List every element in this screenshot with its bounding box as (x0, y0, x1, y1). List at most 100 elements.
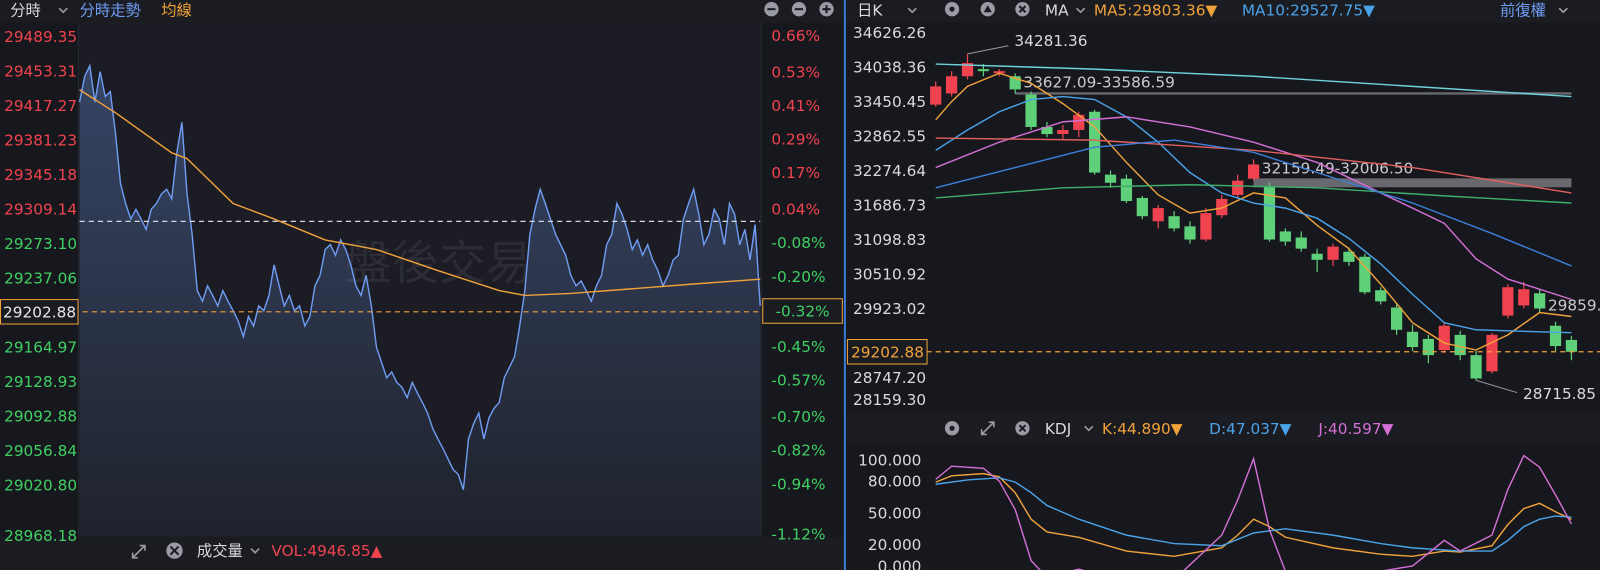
candle-body (1168, 216, 1180, 229)
last-price-label: 29202.88 (3, 303, 76, 321)
gap-band (1253, 178, 1572, 188)
period-select[interactable]: 日K (857, 2, 883, 20)
y-tick-label: 29381.23 (4, 132, 77, 150)
y-tick-label: 32274.64 (853, 162, 926, 180)
candle-body (1041, 126, 1053, 135)
alert-button[interactable] (980, 2, 995, 17)
panel-divider (843, 0, 846, 570)
series-line (78, 63, 761, 490)
candle-body (1518, 289, 1530, 306)
y-tick-label: 20.000 (868, 536, 922, 554)
candle-body (1327, 246, 1339, 260)
candle-body (945, 76, 958, 94)
y-tick-label: 29273.10 (4, 235, 77, 253)
candle-body (1120, 178, 1133, 201)
settings-button[interactable] (944, 421, 960, 436)
y-tick-label: 29164.97 (4, 339, 77, 357)
y-tick-label: 32862.55 (853, 128, 926, 146)
kdj-bar (845, 413, 1600, 443)
indicator-select[interactable]: MA (1045, 2, 1069, 20)
area-fill (79, 65, 761, 537)
y2-tick-label: -0.20% (771, 268, 825, 286)
min-label: 28715.85 (1523, 385, 1596, 403)
legend-entry: K:44.890▼ (1102, 420, 1183, 438)
y2-tick-label: -0.45% (771, 338, 825, 356)
candle-body (1152, 208, 1164, 222)
candle-body (1311, 253, 1323, 260)
legend-entry: MA10:29527.75▼ (1242, 2, 1375, 20)
y-tick-label: 29345.18 (4, 166, 77, 184)
candle-body (930, 86, 942, 105)
settings-button[interactable] (944, 2, 960, 17)
close-button[interactable] (166, 542, 183, 559)
legend-entry: D:47.037▼ (1209, 420, 1291, 438)
candle-body (1295, 237, 1307, 249)
dropdown-icon[interactable] (1558, 7, 1568, 14)
candle-body (1565, 339, 1578, 352)
gap-label: 29859.. (1548, 296, 1600, 314)
y2-tick-label: -0.94% (771, 475, 825, 493)
candle-body (1422, 338, 1435, 356)
y2-tick-label: -1.12% (771, 526, 825, 544)
dropdown-icon[interactable] (58, 7, 68, 14)
candle-body (1073, 114, 1085, 130)
expand-icon[interactable] (980, 421, 995, 436)
y2-tick-label: -0.57% (771, 372, 825, 390)
series-line (935, 95, 1572, 334)
y-tick-label: 50.000 (868, 504, 922, 522)
zoom-out-button[interactable] (791, 2, 807, 17)
volume-value: VOL:4946.85▲ (271, 542, 382, 560)
series-line (935, 63, 1572, 98)
period-select[interactable]: 分時 (10, 2, 41, 20)
candle-body (1136, 197, 1148, 217)
dropdown-icon[interactable] (907, 7, 917, 14)
volume-bar (0, 537, 844, 570)
toolbar (845, 0, 1600, 23)
y-tick-label: 29020.80 (4, 477, 77, 495)
candle-body (1009, 76, 1021, 90)
candle-body (1486, 334, 1498, 372)
legend-entry: J:40.597▼ (1317, 420, 1393, 438)
y2-tick-label: -0.82% (771, 442, 825, 460)
volume-title[interactable]: 成交量 (197, 542, 243, 560)
candle-body (961, 63, 974, 77)
last-change-box (762, 298, 843, 324)
adjust-select[interactable]: 前復權 (1500, 2, 1546, 20)
y-tick-label: 29923.02 (853, 300, 926, 318)
zoom-out-button[interactable] (764, 2, 779, 17)
y-tick-label: 28159.30 (853, 391, 926, 409)
candle-body (1406, 331, 1419, 348)
y-tick-label: 80.000 (868, 473, 922, 491)
legend-entry: 均線 (161, 2, 192, 20)
y2-tick-label: 0.17% (771, 164, 820, 182)
candle-body (1089, 111, 1101, 173)
candle-body (1359, 256, 1371, 293)
y-tick-label: 34626.26 (853, 24, 926, 42)
dropdown-icon[interactable] (1084, 425, 1094, 432)
candle-body (1502, 287, 1514, 316)
y-tick-label: 29309.14 (4, 201, 77, 219)
expand-icon[interactable] (131, 544, 146, 559)
watermark: 盤後交易 (345, 237, 533, 292)
min-leader (1475, 379, 1518, 394)
series-line (79, 89, 761, 297)
y-tick-label: 30510.92 (853, 266, 926, 284)
dropdown-icon[interactable] (1075, 7, 1086, 14)
candle-body (1343, 251, 1355, 262)
y2-tick-label: 0.41% (771, 97, 820, 115)
zoom-in-button[interactable] (819, 2, 834, 17)
last-price-label: 29202.88 (851, 343, 924, 361)
close-button[interactable] (1015, 421, 1030, 436)
indicator-select[interactable]: KDJ (1045, 420, 1071, 438)
legend-entry: 分時走勢 (80, 2, 141, 20)
last-price-box (0, 299, 79, 325)
legend-entry: MA5:29803.36▼ (1094, 2, 1218, 20)
y-tick-label: 29056.84 (4, 442, 77, 460)
dropdown-icon[interactable] (250, 548, 260, 554)
y-tick-label: 100.000 (858, 451, 921, 469)
candle-body (1454, 334, 1466, 356)
candle-body (1232, 180, 1244, 195)
candle-body (1263, 186, 1276, 240)
y2-tick-label: 0.04% (771, 201, 820, 219)
close-button[interactable] (1015, 2, 1030, 17)
